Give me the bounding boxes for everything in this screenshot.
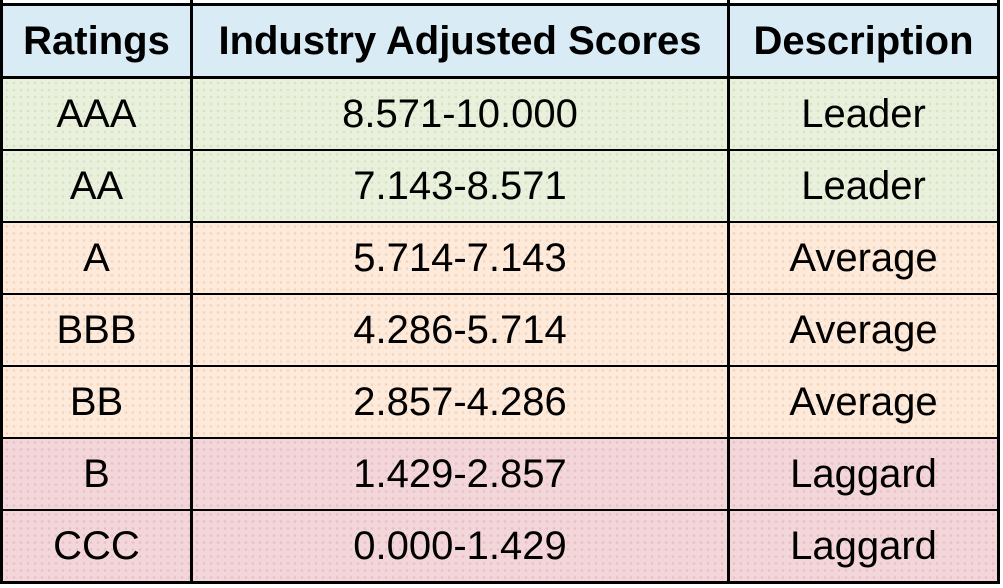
table-row-bbb: BBB 4.286-5.714 Average — [0, 293, 1000, 367]
table-row-aa: AA 7.143-8.571 Leader — [0, 149, 1000, 223]
description-cell: Leader — [727, 149, 1000, 223]
rating-cell: CCC — [0, 509, 193, 584]
header-row: Ratings Industry Adjusted Scores Descrip… — [0, 3, 1000, 79]
rating-cell: BB — [0, 365, 193, 439]
clipped-row-above — [0, 0, 1000, 6]
table-row-a: A 5.714-7.143 Average — [0, 221, 1000, 295]
score-cell: 1.429-2.857 — [190, 437, 730, 511]
header-description: Description — [727, 3, 1000, 79]
header-ratings: Ratings — [0, 3, 193, 79]
score-cell: 2.857-4.286 — [190, 365, 730, 439]
description-cell: Laggard — [727, 437, 1000, 511]
rating-cell: AA — [0, 149, 193, 223]
table-row-b: B 1.429-2.857 Laggard — [0, 437, 1000, 511]
clipped-cell — [0, 0, 193, 6]
score-cell: 0.000-1.429 — [190, 509, 730, 584]
table-row-aaa: AAA 8.571-10.000 Leader — [0, 76, 1000, 151]
rating-cell: AAA — [0, 76, 193, 151]
rating-cell: A — [0, 221, 193, 295]
rating-cell: BBB — [0, 293, 193, 367]
score-cell: 8.571-10.000 — [190, 76, 730, 151]
clipped-cell — [727, 0, 1000, 6]
description-cell: Average — [727, 365, 1000, 439]
score-cell: 7.143-8.571 — [190, 149, 730, 223]
clipped-cell — [190, 0, 730, 6]
description-cell: Leader — [727, 76, 1000, 151]
table-row-bb: BB 2.857-4.286 Average — [0, 365, 1000, 439]
description-cell: Laggard — [727, 509, 1000, 584]
description-cell: Average — [727, 293, 1000, 367]
table-row-ccc: CCC 0.000-1.429 Laggard — [0, 509, 1000, 584]
score-cell: 4.286-5.714 — [190, 293, 730, 367]
rating-cell: B — [0, 437, 193, 511]
score-cell: 5.714-7.143 — [190, 221, 730, 295]
header-scores: Industry Adjusted Scores — [190, 3, 730, 79]
description-cell: Average — [727, 221, 1000, 295]
